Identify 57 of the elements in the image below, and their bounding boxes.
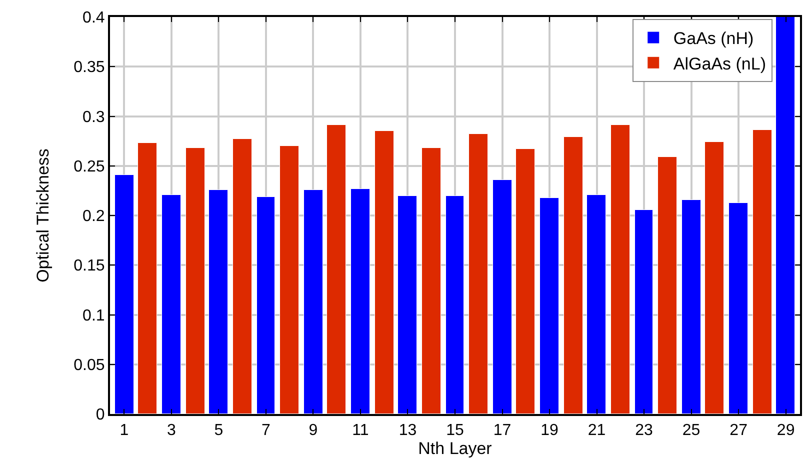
- bar: [208, 190, 228, 414]
- x-tick-label: 5: [214, 422, 224, 440]
- legend-label: GaAs (nH): [673, 29, 754, 48]
- y-tick-label: 0.05: [74, 356, 105, 374]
- bar: [610, 124, 630, 414]
- bar: [728, 202, 748, 414]
- bar: [658, 156, 677, 414]
- x-tick-label: 19: [540, 422, 559, 440]
- bar: [304, 190, 323, 414]
- x-tick-label: 3: [166, 422, 176, 440]
- bar: [776, 17, 795, 414]
- x-tick-label: 25: [682, 422, 700, 440]
- x-tick-label: 7: [262, 422, 271, 440]
- bar: [492, 180, 512, 414]
- x-tick-label: 23: [635, 422, 654, 440]
- x-tick-label: 1: [120, 422, 129, 440]
- x-tick-label: 27: [730, 422, 748, 440]
- bar: [422, 148, 441, 414]
- bar: [634, 210, 653, 414]
- bar: [516, 148, 535, 414]
- y-tick-label: 0.3: [82, 108, 105, 126]
- bar: [398, 196, 417, 414]
- y-tick-label: 0.1: [82, 307, 105, 324]
- bar: [256, 196, 275, 414]
- bar: [326, 124, 346, 414]
- y-tick-label: 0.25: [74, 158, 105, 176]
- y-tick-label: 0.35: [74, 59, 105, 76]
- bar: [682, 200, 701, 414]
- bar: [586, 194, 606, 414]
- bar: [350, 188, 370, 414]
- x-tick-label: 11: [352, 422, 369, 440]
- bar: [186, 148, 205, 414]
- x-tick-label: 9: [308, 422, 318, 440]
- bar: [752, 130, 772, 414]
- y-tick-label: 0.15: [74, 258, 105, 275]
- legend-label: AlGaAs (nL): [673, 54, 766, 74]
- x-tick-label: 17: [493, 422, 512, 440]
- y-tick-label: 0.2: [82, 208, 105, 226]
- bar: [162, 194, 181, 414]
- bar: [540, 198, 559, 414]
- bar: [468, 134, 488, 414]
- bar: [374, 130, 394, 414]
- y-axis-title: Optical Thickness: [34, 148, 53, 282]
- bar: [704, 142, 724, 414]
- y-tick-label: 0.4: [82, 10, 105, 27]
- x-tick-label: 29: [776, 422, 795, 440]
- x-tick-label: 15: [446, 422, 464, 440]
- x-axis-title: Nth Layer: [418, 439, 492, 458]
- bar: [564, 136, 583, 414]
- y-tick-label: 0: [96, 406, 105, 424]
- bar: [138, 142, 157, 414]
- x-tick-label: 21: [588, 422, 606, 440]
- bar: [280, 146, 299, 414]
- bar: [446, 196, 464, 414]
- x-tick-label: 13: [398, 422, 417, 440]
- bar: [114, 174, 134, 414]
- bar: [232, 138, 252, 414]
